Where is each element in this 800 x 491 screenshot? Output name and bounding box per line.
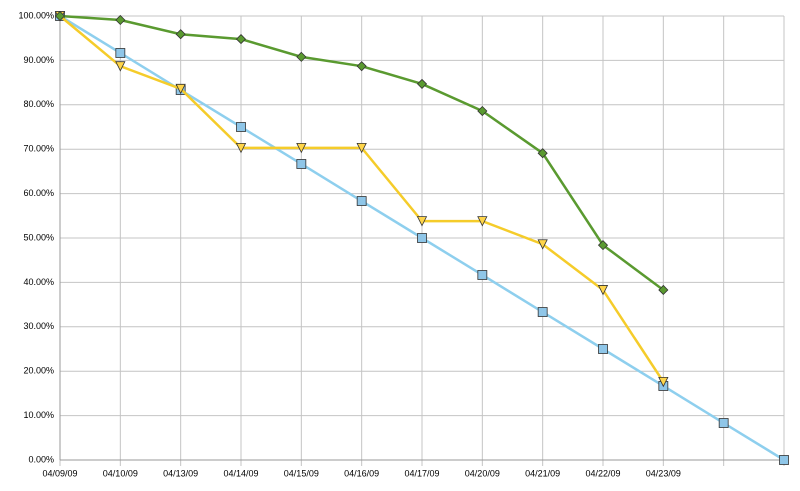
marker [537, 239, 548, 250]
marker [477, 105, 488, 117]
marker [477, 270, 488, 280]
marker [115, 61, 126, 72]
y-tick-label: 40.00% [23, 277, 54, 287]
y-tick-label: 100.00% [18, 10, 54, 20]
marker [356, 142, 367, 154]
marker [416, 78, 428, 89]
y-tick-label: 50.00% [23, 232, 54, 242]
y-tick-label: 70.00% [23, 144, 54, 154]
y-tick-label: 0.00% [28, 454, 54, 464]
marker [537, 307, 548, 317]
x-tick-label: 04/21/09 [525, 468, 560, 478]
x-tick-label: 04/13/09 [163, 468, 198, 478]
x-tick-label: 04/20/09 [465, 468, 500, 478]
marker [477, 216, 488, 227]
marker [115, 14, 126, 26]
marker [296, 159, 307, 169]
marker [175, 29, 186, 40]
marker [658, 284, 669, 296]
x-tick-label: 04/16/09 [344, 468, 379, 478]
y-tick-label: 60.00% [23, 188, 54, 198]
marker [54, 10, 66, 22]
y-tick-label: 80.00% [23, 99, 54, 109]
x-tick-label: 04/23/09 [646, 468, 681, 478]
marker [597, 240, 609, 251]
x-tick-label: 04/15/09 [284, 468, 319, 478]
marker [718, 418, 729, 428]
marker [296, 51, 307, 62]
y-tick-label: 10.00% [23, 410, 54, 420]
x-tick-label: 04/14/09 [223, 468, 258, 478]
y-tick-label: 30.00% [23, 321, 54, 331]
marker [175, 83, 186, 95]
marker [296, 142, 307, 154]
y-tick-label: 20.00% [23, 366, 54, 376]
marker [417, 233, 427, 243]
marker [235, 34, 247, 45]
marker [356, 61, 367, 72]
marker [115, 48, 126, 58]
x-tick-label: 04/10/09 [103, 468, 138, 478]
marker [356, 196, 367, 206]
marker [779, 455, 789, 465]
x-tick-label: 04/22/09 [585, 468, 620, 478]
x-tick-label: 04/17/09 [404, 468, 439, 478]
marker [236, 122, 246, 132]
marker [537, 148, 548, 159]
y-tick-label: 90.00% [23, 55, 54, 65]
marker [658, 376, 669, 388]
x-tick-label: 04/09/09 [42, 468, 77, 478]
marker [598, 344, 608, 354]
marker [235, 142, 247, 154]
marker [597, 285, 609, 296]
marker [416, 216, 428, 227]
